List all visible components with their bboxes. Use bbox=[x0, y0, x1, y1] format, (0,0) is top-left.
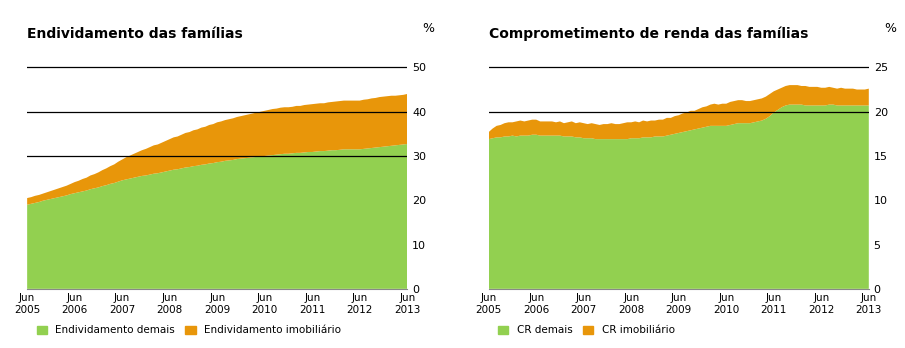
Text: %: % bbox=[884, 23, 896, 35]
Legend: Endividamento demais, Endividamento imobiliário: Endividamento demais, Endividamento imob… bbox=[33, 321, 346, 339]
Text: Endividamento das famílias: Endividamento das famílias bbox=[27, 27, 243, 41]
Text: %: % bbox=[423, 23, 434, 35]
Text: Comprometimento de renda das famílias: Comprometimento de renda das famílias bbox=[489, 27, 808, 41]
Legend: CR demais, CR imobiliário: CR demais, CR imobiliário bbox=[494, 321, 679, 339]
